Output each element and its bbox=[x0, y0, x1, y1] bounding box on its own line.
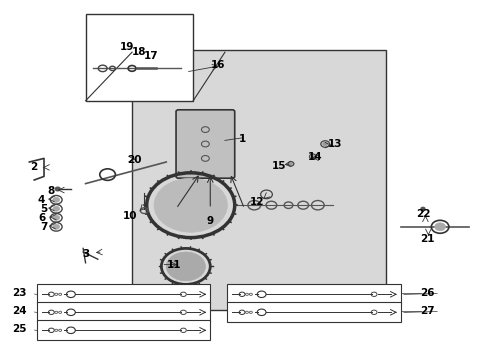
Text: 18: 18 bbox=[132, 47, 146, 57]
Circle shape bbox=[166, 252, 205, 281]
Circle shape bbox=[420, 207, 424, 210]
Circle shape bbox=[53, 215, 60, 220]
Bar bbox=[37, 302, 210, 322]
Circle shape bbox=[55, 187, 60, 191]
Text: 17: 17 bbox=[144, 51, 159, 61]
Circle shape bbox=[289, 163, 292, 165]
Text: 3: 3 bbox=[82, 249, 89, 259]
Text: 24: 24 bbox=[12, 306, 27, 316]
Circle shape bbox=[322, 142, 327, 146]
Text: 19: 19 bbox=[120, 42, 134, 52]
Text: 10: 10 bbox=[122, 211, 137, 221]
Bar bbox=[37, 284, 210, 304]
Circle shape bbox=[310, 155, 314, 158]
Text: 6: 6 bbox=[38, 213, 45, 223]
Text: 23: 23 bbox=[12, 288, 27, 298]
Text: 20: 20 bbox=[127, 155, 142, 165]
Text: 13: 13 bbox=[327, 139, 342, 149]
Bar bbox=[85, 14, 193, 101]
Bar bbox=[37, 320, 210, 340]
Text: 27: 27 bbox=[420, 306, 434, 316]
Bar bbox=[227, 302, 400, 322]
Circle shape bbox=[53, 206, 60, 211]
Text: 9: 9 bbox=[206, 216, 213, 226]
Text: 16: 16 bbox=[210, 60, 224, 70]
Text: 22: 22 bbox=[415, 209, 429, 219]
Circle shape bbox=[53, 197, 60, 202]
Bar bbox=[227, 284, 400, 304]
FancyBboxPatch shape bbox=[176, 110, 234, 178]
Text: 1: 1 bbox=[238, 134, 245, 144]
Circle shape bbox=[434, 223, 445, 231]
Bar bbox=[132, 50, 386, 310]
Text: 5: 5 bbox=[41, 204, 47, 214]
Text: 26: 26 bbox=[420, 288, 434, 298]
Circle shape bbox=[154, 178, 227, 232]
Text: 21: 21 bbox=[420, 234, 434, 244]
Text: 12: 12 bbox=[249, 197, 264, 207]
Text: 2: 2 bbox=[31, 162, 38, 172]
Text: 14: 14 bbox=[307, 152, 322, 162]
Text: 7: 7 bbox=[40, 222, 48, 232]
Circle shape bbox=[53, 224, 60, 229]
Text: 4: 4 bbox=[38, 195, 45, 205]
Text: 11: 11 bbox=[166, 260, 181, 270]
Text: 15: 15 bbox=[271, 161, 285, 171]
Text: 8: 8 bbox=[48, 186, 55, 196]
Text: 25: 25 bbox=[12, 324, 27, 334]
